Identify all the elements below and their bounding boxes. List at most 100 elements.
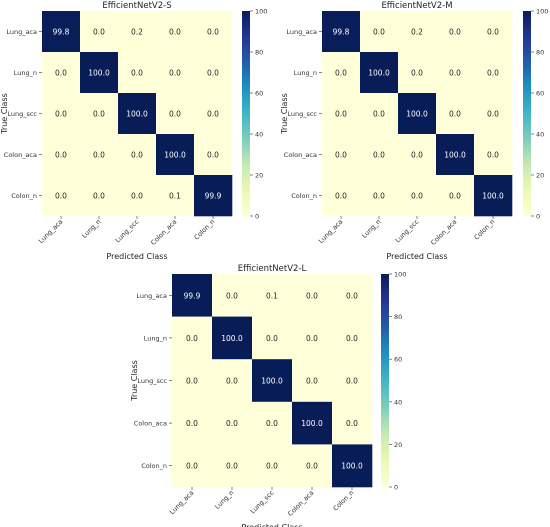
heatmap-cell <box>398 93 437 135</box>
x-axis-label: Predicted Class <box>241 523 302 527</box>
heatmap-cell <box>292 444 333 488</box>
cell-value-label: 0.0 <box>306 462 318 471</box>
cell-value-label: 0.0 <box>55 192 67 201</box>
x-tick-label: Colon_aca <box>286 489 315 518</box>
heatmap-cell <box>292 359 333 403</box>
heatmap-cell <box>474 11 513 53</box>
cell-value-label: 100.0 <box>301 419 323 428</box>
heatmap-cell <box>322 52 361 94</box>
heatmap-cell <box>252 401 293 445</box>
cell-value-label: 0.0 <box>169 28 181 37</box>
x-tick-label: Lung_aca <box>168 489 195 516</box>
heatmap-cell <box>322 93 361 135</box>
heatmap-cell <box>212 274 253 317</box>
cell-value-label: 0.0 <box>226 291 238 300</box>
heatmap-cell <box>42 134 81 176</box>
cell-value-label: 0.2 <box>131 28 143 37</box>
cell-value-label: 99.8 <box>333 28 350 37</box>
heatmap-cell <box>118 11 157 53</box>
x-tick-label: Lung_n <box>360 218 382 240</box>
cell-value-label: 0.0 <box>266 334 278 343</box>
heatmap-cell <box>332 401 373 445</box>
x-axis-label: Predicted Class <box>106 252 167 261</box>
heatmap-cell <box>194 52 233 94</box>
heatmap-cell <box>212 316 253 360</box>
heatmap-cell <box>322 134 361 176</box>
colorbar-tick-label: 0 <box>536 213 540 221</box>
cell-value-label: 0.0 <box>266 462 278 471</box>
colorbar-tick-label: 60 <box>536 90 544 98</box>
cell-value-label: 0.0 <box>93 151 105 160</box>
x-tick-label: Lung_n <box>213 489 235 511</box>
cell-value-label: 0.0 <box>169 110 181 119</box>
colorbar-tick-label: 20 <box>255 172 263 180</box>
heatmap-cell <box>42 52 81 94</box>
cell-value-label: 0.0 <box>449 28 461 37</box>
cell-value-label: 0.2 <box>411 28 423 37</box>
cell-value-label: 0.0 <box>186 377 198 386</box>
heatmap-cell <box>398 175 437 217</box>
heatmap-cell <box>436 93 475 135</box>
y-axis-label: True Class <box>280 93 289 135</box>
cell-value-label: 0.0 <box>207 151 219 160</box>
colorbar-tick-label: 40 <box>394 398 402 406</box>
cell-value-label: 0.0 <box>169 69 181 78</box>
cell-value-label: 0.0 <box>226 377 238 386</box>
cell-value-label: 0.0 <box>373 28 385 37</box>
colorbar-tick-label: 0 <box>394 484 398 492</box>
cell-value-label: 99.9 <box>205 192 222 201</box>
y-tick-label: Lung_n <box>294 69 317 77</box>
heatmap-panel-efficientnetv2-s: EfficientNetV2-S 99.8 0.0 0.2 0.0 0.0 0.0 100.0… <box>0 1 267 261</box>
heatmap-cell <box>42 93 81 135</box>
colorbar-tick-label: 0 <box>255 213 259 221</box>
cell-value-label: 0.0 <box>207 110 219 119</box>
cell-value-label: 100.0 <box>164 151 186 160</box>
x-axis-label: Predicted Class <box>386 252 447 261</box>
cell-value-label: 0.0 <box>487 110 499 119</box>
colorbar-tick-label: 60 <box>255 90 263 98</box>
cell-value-label: 0.0 <box>449 69 461 78</box>
heatmap-cell <box>118 93 157 135</box>
heatmap-cell <box>156 93 195 135</box>
heatmap-cell <box>80 175 119 217</box>
cell-value-label: 0.0 <box>411 151 423 160</box>
heatmap-cell <box>80 134 119 176</box>
y-tick-label: Colon_n <box>11 192 37 200</box>
x-tick-label: Colon_aca <box>429 218 458 247</box>
cell-value-label: 0.0 <box>346 419 358 428</box>
heatmap-cell <box>252 274 293 317</box>
y-tick-label: Lung_scc <box>287 110 317 118</box>
heatmap-cell <box>474 93 513 135</box>
colorbar-tick-label: 60 <box>394 356 402 364</box>
heatmap-cell <box>172 316 213 360</box>
cell-value-label: 0.0 <box>226 462 238 471</box>
cell-value-label: 0.0 <box>131 192 143 201</box>
colorbar-tick-label: 20 <box>394 441 402 449</box>
heatmap-cell <box>360 11 399 53</box>
cell-value-label: 0.0 <box>207 28 219 37</box>
y-tick-label: Lung_aca <box>6 28 37 36</box>
cell-value-label: 0.0 <box>487 151 499 160</box>
heatmap-cell <box>42 175 81 217</box>
cell-value-label: 100.0 <box>341 462 363 471</box>
heatmap-cell <box>332 316 373 360</box>
cell-value-label: 0.0 <box>306 291 318 300</box>
colorbar-tick-label: 80 <box>536 49 544 57</box>
cell-value-label: 0.0 <box>449 110 461 119</box>
heatmap-cell <box>80 11 119 53</box>
cell-value-label: 0.0 <box>335 110 347 119</box>
chart-title: EfficientNetV2-S <box>102 1 171 11</box>
heatmap-cell <box>292 316 333 360</box>
cell-value-label: 0.0 <box>449 192 461 201</box>
chart-title: EfficientNetV2-L <box>238 264 307 274</box>
heatmap-cell <box>212 401 253 445</box>
colorbar-tick-label: 100 <box>536 8 548 16</box>
cell-value-label: 0.0 <box>93 192 105 201</box>
cell-value-label: 100.0 <box>221 334 243 343</box>
cell-value-label: 0.1 <box>266 291 278 300</box>
heatmap-cell <box>436 11 475 53</box>
heatmap-cell <box>212 444 253 488</box>
x-tick-label: Lung_aca <box>317 218 344 245</box>
heatmap-cell <box>156 134 195 176</box>
colorbar <box>242 11 250 216</box>
